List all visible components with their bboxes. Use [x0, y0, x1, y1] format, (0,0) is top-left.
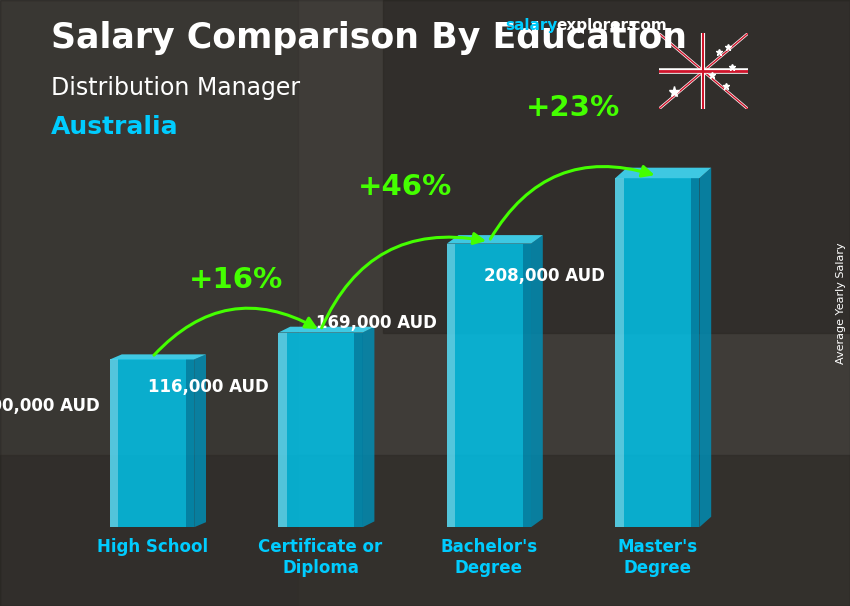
- Bar: [279, 333, 363, 527]
- Text: +46%: +46%: [358, 173, 452, 201]
- Bar: [691, 178, 700, 527]
- Bar: [447, 244, 456, 527]
- Text: Average Yearly Salary: Average Yearly Salary: [836, 242, 846, 364]
- Polygon shape: [615, 168, 711, 178]
- Bar: [279, 333, 286, 527]
- Polygon shape: [194, 355, 206, 527]
- Text: 208,000 AUD: 208,000 AUD: [484, 267, 605, 285]
- Text: Australia: Australia: [51, 115, 178, 139]
- Bar: [615, 178, 700, 527]
- Bar: [110, 359, 194, 527]
- Bar: [703, 33, 748, 109]
- Polygon shape: [279, 327, 374, 333]
- Polygon shape: [110, 355, 206, 359]
- Text: +23%: +23%: [526, 95, 620, 122]
- Text: explorer.com: explorer.com: [557, 18, 667, 33]
- Bar: [447, 244, 531, 527]
- Text: 100,000 AUD: 100,000 AUD: [0, 398, 100, 415]
- Text: 116,000 AUD: 116,000 AUD: [148, 378, 269, 396]
- Text: 169,000 AUD: 169,000 AUD: [316, 314, 437, 332]
- Text: Salary Comparison By Education: Salary Comparison By Education: [51, 21, 687, 55]
- Polygon shape: [700, 168, 711, 527]
- Bar: [0, 454, 850, 606]
- Bar: [186, 359, 194, 527]
- Text: +16%: +16%: [190, 266, 283, 294]
- Polygon shape: [447, 235, 543, 244]
- Bar: [354, 333, 363, 527]
- Polygon shape: [531, 235, 543, 527]
- Bar: [615, 178, 624, 527]
- Polygon shape: [363, 327, 374, 527]
- Bar: [0, 0, 298, 606]
- Text: salary: salary: [506, 18, 558, 33]
- Text: Distribution Manager: Distribution Manager: [51, 76, 300, 100]
- Bar: [110, 359, 118, 527]
- Bar: [523, 244, 531, 527]
- Bar: [382, 0, 850, 333]
